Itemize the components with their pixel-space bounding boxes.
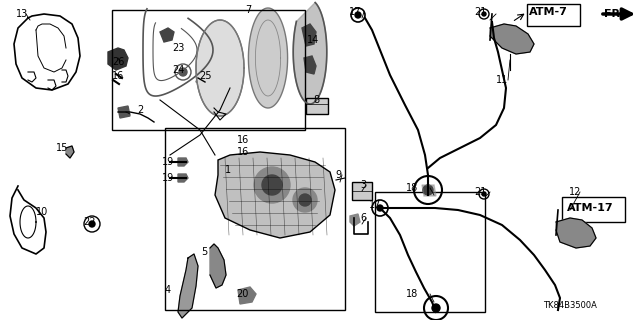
Circle shape <box>293 188 317 212</box>
Text: 21: 21 <box>474 7 486 17</box>
Circle shape <box>355 12 361 18</box>
Text: 8: 8 <box>313 95 319 105</box>
Circle shape <box>377 205 383 211</box>
Text: 19: 19 <box>162 173 174 183</box>
Bar <box>352 182 372 200</box>
Text: 11: 11 <box>496 75 508 85</box>
Polygon shape <box>350 214 360 226</box>
Bar <box>165 128 345 310</box>
Text: 3: 3 <box>360 180 366 190</box>
Circle shape <box>89 221 95 227</box>
Text: 4: 4 <box>165 285 171 295</box>
Text: 13: 13 <box>16 9 28 19</box>
Polygon shape <box>178 174 188 182</box>
Polygon shape <box>556 218 596 248</box>
Text: 14: 14 <box>307 35 319 45</box>
Bar <box>112 10 305 130</box>
Text: 20: 20 <box>236 289 248 299</box>
Text: 16: 16 <box>237 135 249 145</box>
Text: 23: 23 <box>172 43 184 53</box>
Text: 18: 18 <box>406 183 418 193</box>
Circle shape <box>423 185 433 195</box>
Circle shape <box>254 167 290 203</box>
Text: 16: 16 <box>112 71 124 81</box>
Bar <box>375 192 485 312</box>
Polygon shape <box>210 244 226 288</box>
Polygon shape <box>118 106 130 118</box>
Polygon shape <box>302 24 316 46</box>
Polygon shape <box>66 146 74 158</box>
Text: 19: 19 <box>162 157 174 167</box>
Polygon shape <box>196 72 208 84</box>
Text: 22: 22 <box>84 217 96 227</box>
Polygon shape <box>293 3 327 104</box>
Text: 24: 24 <box>172 65 184 75</box>
Bar <box>562 197 625 222</box>
Polygon shape <box>248 8 287 108</box>
Text: TK84B3500A: TK84B3500A <box>543 301 597 310</box>
Bar <box>306 98 328 114</box>
Text: ATM-7: ATM-7 <box>529 7 568 17</box>
Text: ATM-17: ATM-17 <box>566 203 613 213</box>
Polygon shape <box>490 24 534 54</box>
Circle shape <box>432 304 440 312</box>
Circle shape <box>262 175 282 195</box>
Polygon shape <box>108 48 128 70</box>
Polygon shape <box>304 56 316 74</box>
Text: 26: 26 <box>112 57 124 67</box>
Text: 16: 16 <box>237 147 249 157</box>
Text: FR.: FR. <box>604 9 624 19</box>
Circle shape <box>482 12 486 16</box>
Circle shape <box>179 68 187 76</box>
Polygon shape <box>178 158 188 166</box>
Bar <box>527 4 580 26</box>
Circle shape <box>482 192 486 196</box>
Text: 15: 15 <box>56 143 68 153</box>
Text: 12: 12 <box>569 187 581 197</box>
Text: 10: 10 <box>36 207 48 217</box>
Text: 25: 25 <box>199 71 211 81</box>
Polygon shape <box>215 152 335 238</box>
Polygon shape <box>238 287 256 304</box>
Text: 9: 9 <box>335 170 341 180</box>
Text: 6: 6 <box>360 213 366 223</box>
Text: 7: 7 <box>245 5 251 15</box>
Polygon shape <box>422 185 436 196</box>
Text: 2: 2 <box>137 105 143 115</box>
Polygon shape <box>178 254 198 318</box>
Text: 17: 17 <box>369 200 381 210</box>
Circle shape <box>299 194 311 206</box>
Text: 17: 17 <box>349 7 361 17</box>
Polygon shape <box>196 20 244 116</box>
Text: 1: 1 <box>225 165 231 175</box>
Text: 21: 21 <box>474 187 486 197</box>
Text: 5: 5 <box>201 247 207 257</box>
Text: 18: 18 <box>406 289 418 299</box>
Polygon shape <box>160 28 174 42</box>
